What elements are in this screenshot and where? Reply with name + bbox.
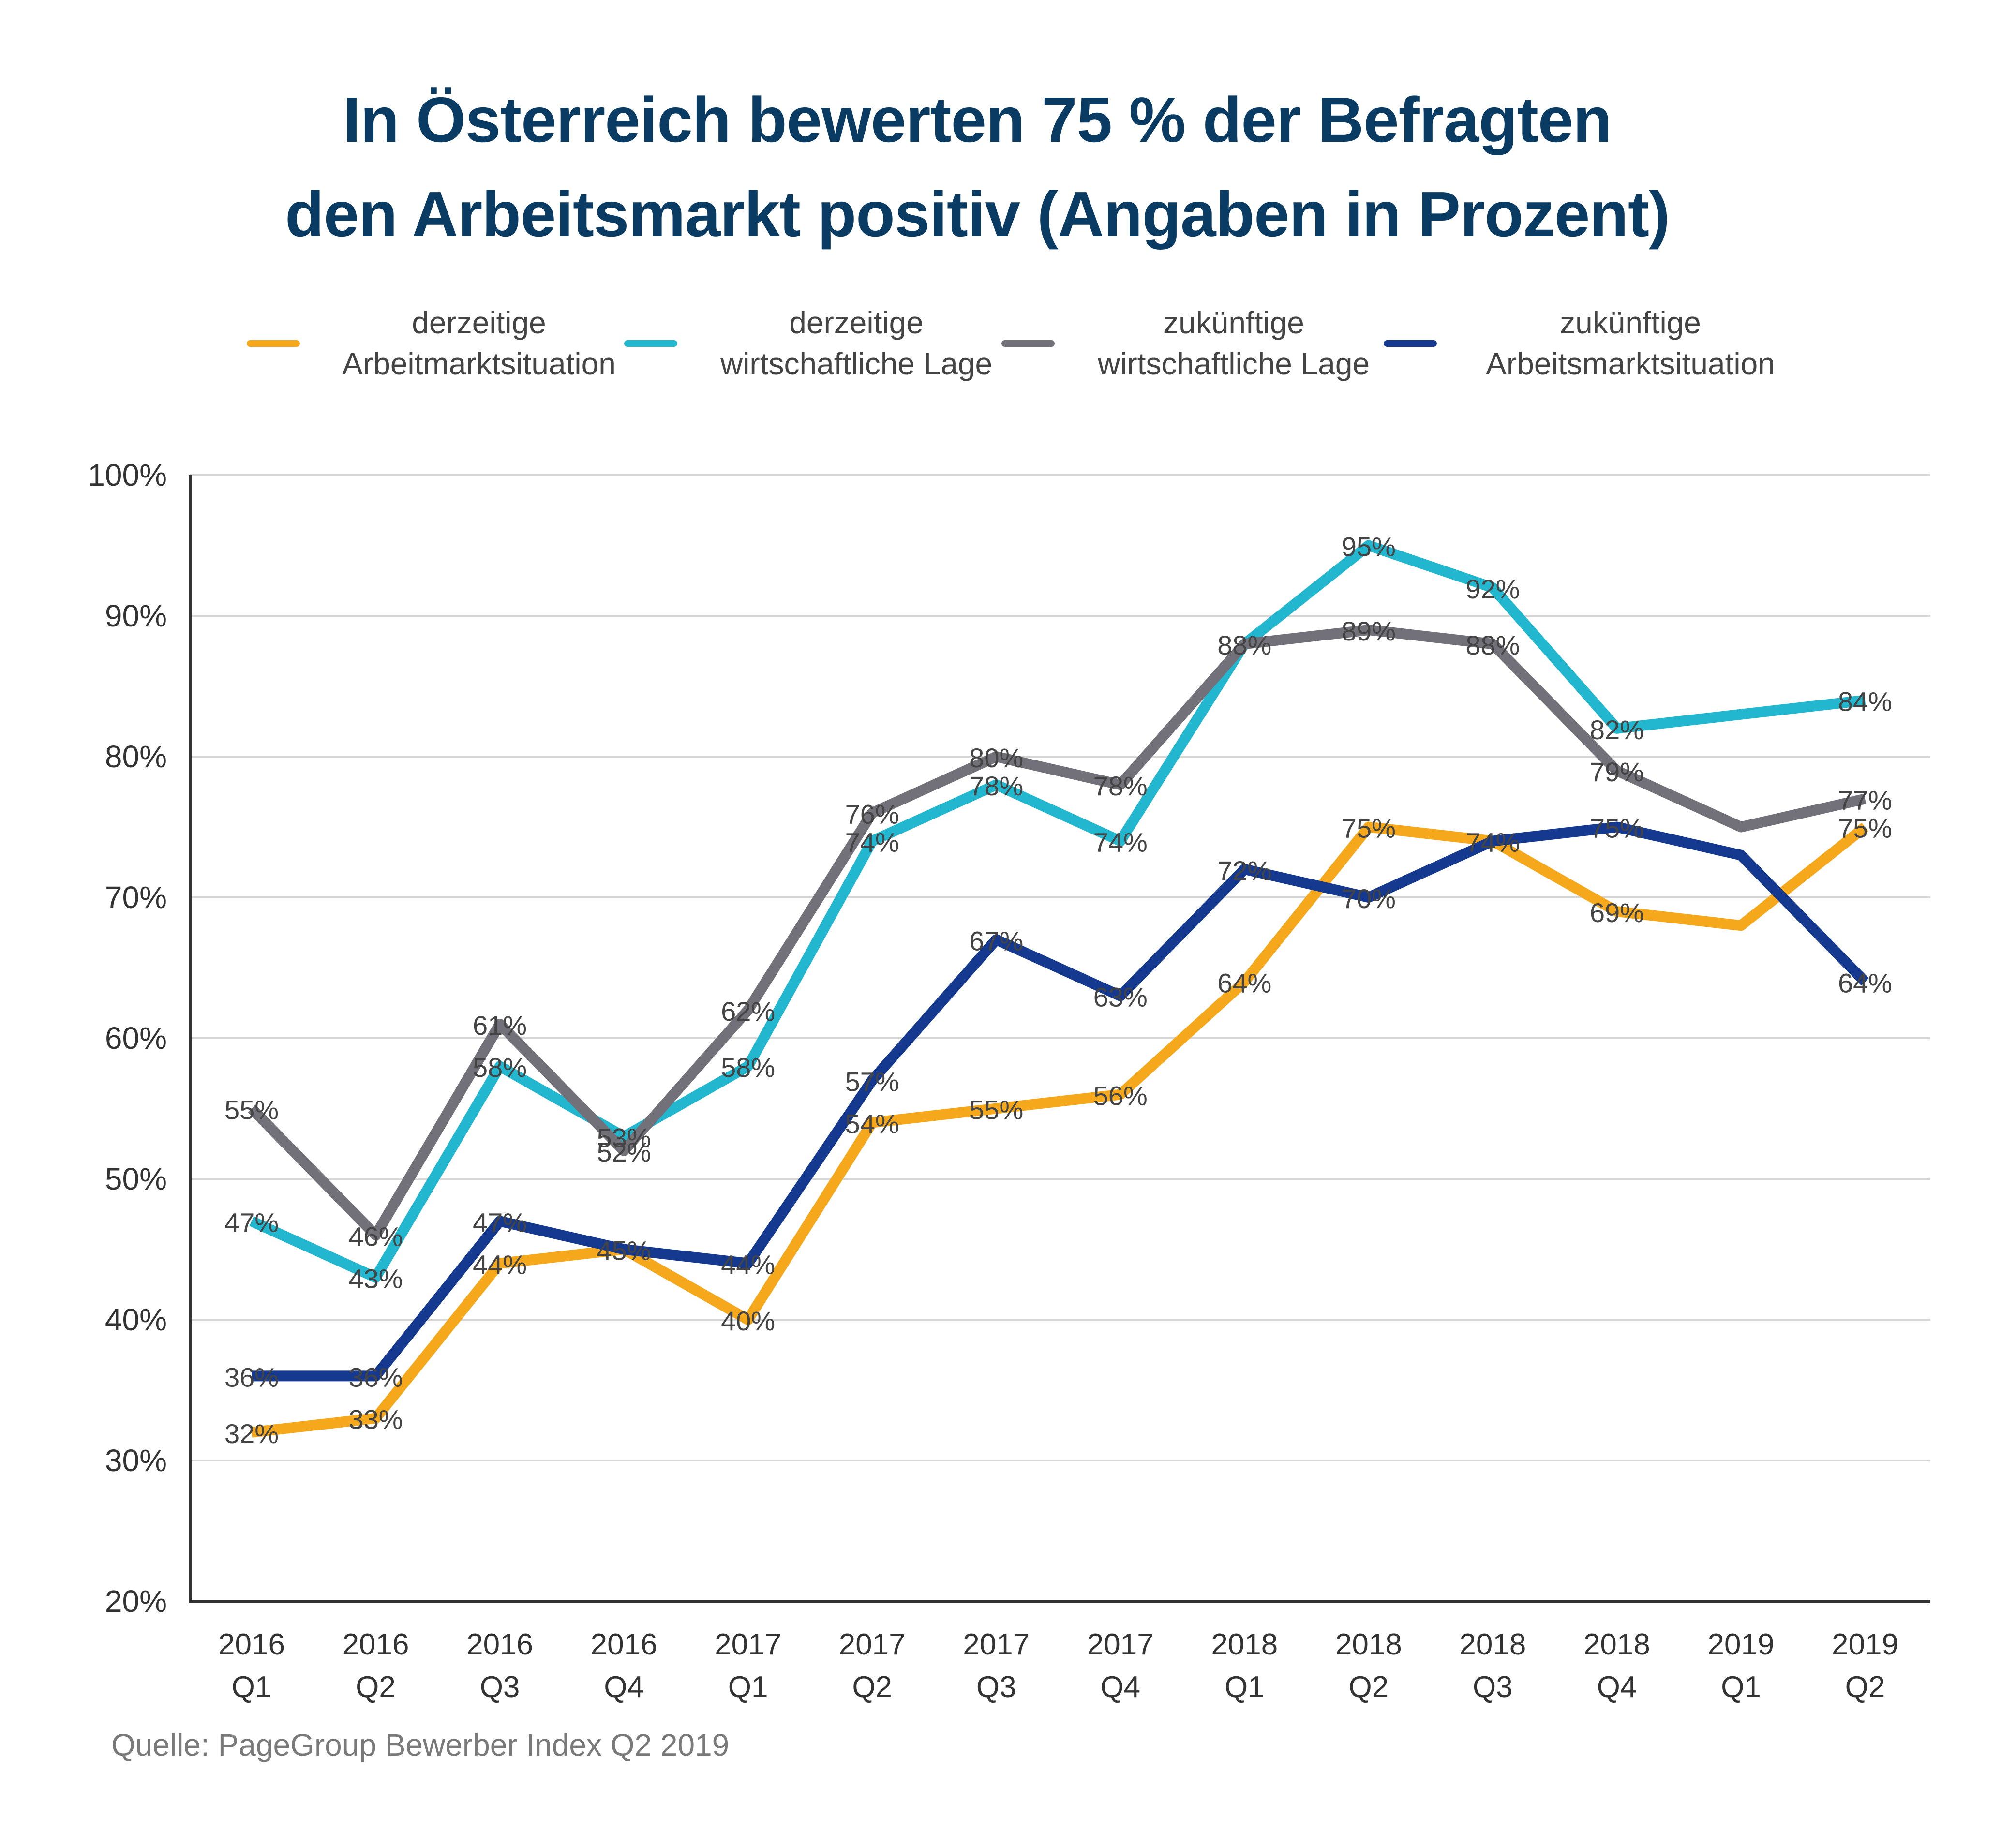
- legend-swatch: [1001, 340, 1055, 347]
- source-note: Quelle: PageGroup Bewerber Index Q2 2019: [111, 1728, 730, 1762]
- data-label: 64%: [1217, 968, 1271, 998]
- y-tick-label: 20%: [105, 1584, 167, 1619]
- y-tick-label: 100%: [88, 458, 167, 492]
- data-label: 67%: [969, 925, 1023, 956]
- series-line: [251, 821, 1868, 1438]
- data-label: 74%: [1465, 827, 1520, 858]
- x-tick-label: 2019 Q1: [1707, 1628, 1774, 1704]
- data-label: 58%: [473, 1052, 527, 1083]
- legend-label: derzeitige wirtschaftliche Lage: [720, 305, 993, 381]
- data-label: 54%: [845, 1109, 899, 1139]
- x-tick-label: 2017 Q2: [839, 1628, 906, 1704]
- legend-label: zukünftige wirtschaftliche Lage: [1097, 305, 1370, 381]
- data-label: 56%: [1093, 1080, 1148, 1111]
- data-label: 45%: [597, 1236, 651, 1266]
- y-tick-label: 40%: [105, 1302, 167, 1337]
- data-label: 46%: [348, 1221, 403, 1251]
- x-tick-label: 2017 Q3: [963, 1628, 1030, 1704]
- x-tick-label: 2016 Q3: [466, 1628, 533, 1704]
- y-tick-label: 60%: [105, 1021, 167, 1056]
- x-tick-label: 2018 Q4: [1583, 1628, 1650, 1704]
- chart-title: In Österreich bewerten 75 % der Befragte…: [0, 73, 1955, 261]
- data-label: 84%: [1838, 686, 1892, 717]
- data-label: 89%: [1342, 616, 1396, 646]
- data-label: 72%: [1217, 855, 1271, 886]
- data-label: 63%: [1093, 982, 1148, 1013]
- y-tick-label: 70%: [105, 880, 167, 915]
- data-label: 88%: [1217, 630, 1271, 660]
- y-tick-label: 90%: [105, 598, 167, 633]
- x-tick-label: 2016 Q1: [218, 1628, 285, 1704]
- data-label: 32%: [224, 1418, 279, 1449]
- legend: derzeitige Arbeitmarktsituation derzeiti…: [0, 298, 2016, 394]
- legend-label: derzeitige Arbeitmarktsituation: [342, 305, 616, 381]
- data-label: 55%: [969, 1095, 1023, 1125]
- data-label: 47%: [473, 1207, 527, 1237]
- data-label: 75%: [1838, 813, 1892, 844]
- data-label: 43%: [348, 1264, 403, 1294]
- y-tick-label: 80%: [105, 739, 167, 774]
- data-label: 55%: [224, 1095, 279, 1125]
- data-label: 78%: [969, 771, 1023, 801]
- data-label: 70%: [1342, 883, 1396, 914]
- series-line: [248, 625, 1867, 1241]
- data-label: 62%: [721, 996, 775, 1027]
- data-label: 77%: [1838, 785, 1892, 815]
- legend-swatch: [247, 340, 300, 347]
- legend-label: zukünftige Arbeitsmarktsituation: [1486, 305, 1775, 381]
- x-tick-label: 2018 Q2: [1335, 1628, 1402, 1704]
- data-label: 40%: [721, 1306, 775, 1336]
- x-tick-label: 2016 Q4: [591, 1628, 657, 1704]
- data-label: 74%: [1093, 827, 1148, 858]
- data-label: 36%: [348, 1362, 403, 1392]
- legend-swatch: [624, 340, 677, 347]
- data-label: 79%: [1590, 757, 1644, 787]
- data-label: 44%: [721, 1250, 775, 1280]
- data-label: 78%: [1093, 771, 1148, 801]
- data-label: 53%: [597, 1123, 651, 1153]
- data-label: 75%: [1342, 813, 1396, 844]
- data-label: 92%: [1465, 574, 1520, 604]
- data-label: 76%: [845, 799, 899, 829]
- y-tick-label: 50%: [105, 1162, 167, 1196]
- data-label: 33%: [348, 1404, 403, 1435]
- data-label: 88%: [1465, 630, 1520, 660]
- y-tick-label: 30%: [105, 1443, 167, 1478]
- data-label: 47%: [224, 1207, 279, 1237]
- series-line: [252, 821, 1869, 1382]
- data-label: 44%: [473, 1250, 527, 1280]
- x-tick-label: 2019 Q2: [1832, 1628, 1898, 1704]
- data-label: 61%: [473, 1010, 527, 1041]
- x-tick-label: 2018 Q3: [1459, 1628, 1526, 1704]
- data-label: 74%: [845, 827, 899, 858]
- legend-swatch: [1384, 340, 1437, 347]
- series-line: [249, 540, 1866, 1283]
- x-tick-label: 2016 Q2: [343, 1628, 409, 1704]
- chart-title-line-2: den Arbeitsmarkt positiv (Angaben in Pro…: [285, 179, 1670, 250]
- x-tick-label: 2017 Q1: [715, 1628, 781, 1704]
- data-label: 95%: [1342, 532, 1396, 562]
- x-tick-label: 2017 Q4: [1087, 1628, 1154, 1704]
- x-tick-label: 2018 Q1: [1211, 1628, 1278, 1704]
- data-label: 69%: [1590, 897, 1644, 928]
- data-label: 52%: [597, 1137, 651, 1167]
- data-label: 58%: [721, 1052, 775, 1083]
- data-label: 75%: [1590, 813, 1644, 844]
- data-label: 57%: [845, 1066, 899, 1097]
- data-label: 64%: [1838, 968, 1892, 998]
- data-label: 80%: [969, 743, 1023, 773]
- data-label: 82%: [1590, 715, 1644, 745]
- data-label: 36%: [224, 1362, 279, 1392]
- chart-title-line-1: In Österreich bewerten 75 % der Befragte…: [343, 84, 1612, 155]
